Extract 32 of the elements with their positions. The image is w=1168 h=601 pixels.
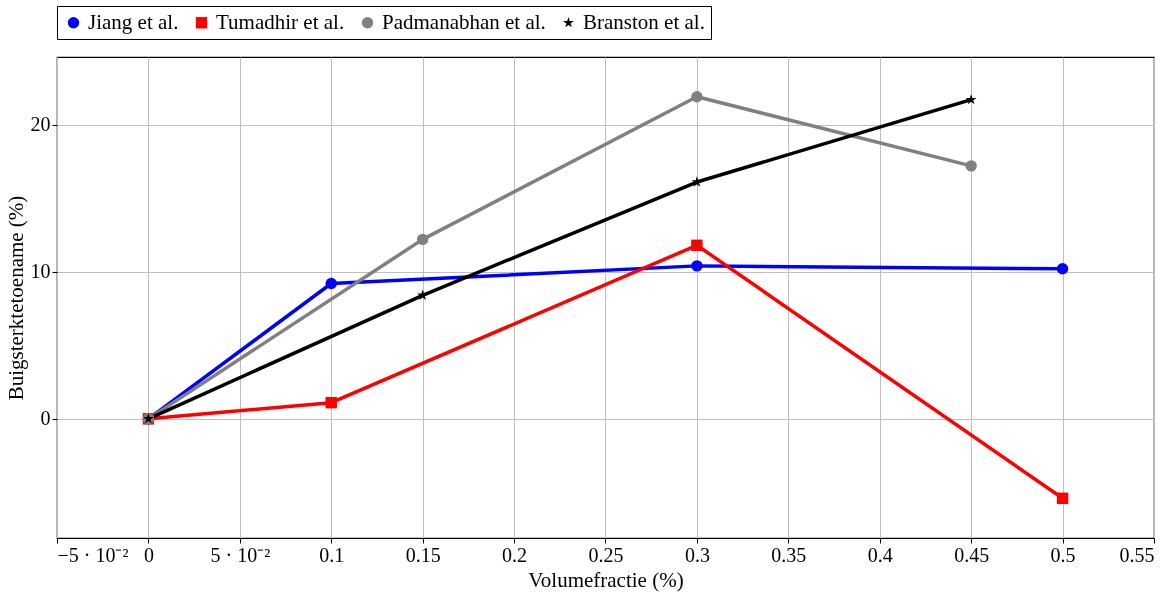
point bbox=[691, 91, 703, 103]
x-tick-label: 0.4 bbox=[867, 543, 893, 566]
point bbox=[1056, 263, 1069, 275]
x-tick-label: 0.1 bbox=[319, 543, 345, 566]
point bbox=[1056, 492, 1069, 504]
y-tick-label: 20 bbox=[30, 113, 51, 136]
legend-label: Tumadhir et al. bbox=[216, 9, 345, 34]
x-axis-title: Volumefractie (%) bbox=[528, 567, 684, 592]
x-tick-label: 0 bbox=[143, 543, 154, 566]
y-tick-label: 10 bbox=[30, 260, 51, 283]
x-tick-label: 0.35 bbox=[771, 543, 807, 566]
x-tick-label: 0.45 bbox=[954, 543, 990, 566]
x-tick-label: −5 · 10⁻² bbox=[57, 543, 129, 566]
legend-label: Padmanabhan et al. bbox=[382, 9, 546, 34]
point bbox=[965, 160, 977, 172]
legend-label: Jiang et al. bbox=[88, 9, 179, 34]
x-tick-label: 0.25 bbox=[588, 543, 624, 566]
point bbox=[691, 260, 703, 272]
x-tick-label: 0.3 bbox=[684, 543, 710, 566]
x-tick-label: 5 · 10⁻² bbox=[210, 543, 271, 566]
point bbox=[691, 239, 703, 251]
x-tick-label: 0.5 bbox=[1050, 543, 1076, 566]
point bbox=[416, 233, 429, 246]
legend-label: Branston et al. bbox=[583, 9, 705, 34]
y-tick-label: 0 bbox=[40, 407, 51, 430]
x-tick-label: 0.55 bbox=[1119, 543, 1155, 566]
x-tick-label: 0.15 bbox=[405, 543, 441, 566]
point bbox=[965, 93, 977, 105]
y-axis-title: Buigsterktetoename (%) bbox=[3, 195, 28, 401]
x-tick-label: 0.2 bbox=[502, 543, 528, 566]
point bbox=[325, 277, 337, 290]
point bbox=[325, 396, 337, 409]
